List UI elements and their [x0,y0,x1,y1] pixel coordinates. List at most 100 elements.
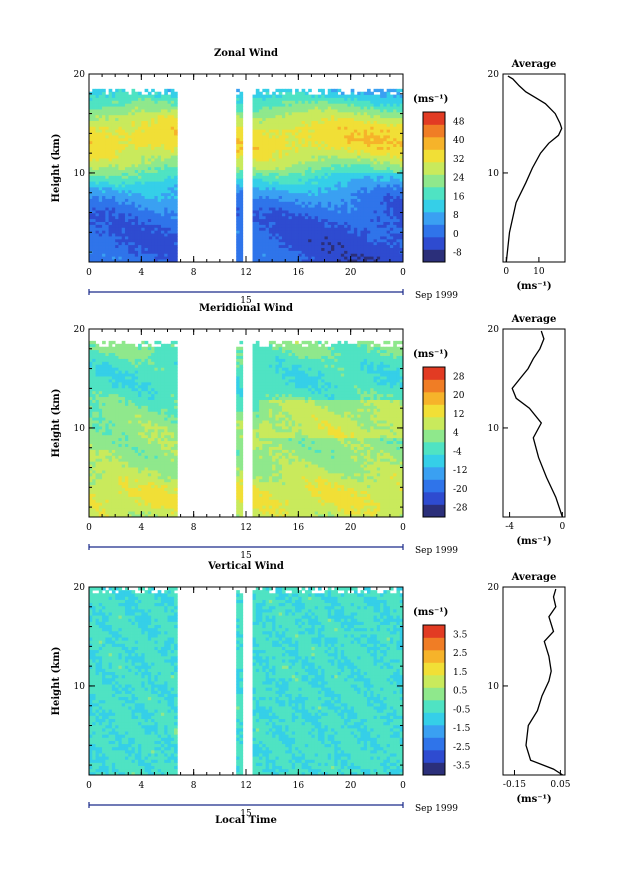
heatmap-cell [262,97,267,101]
heatmap-cell [334,172,338,176]
heatmap-cell [141,184,145,188]
heatmap-cell [295,100,299,104]
heatmap-cell [334,189,338,194]
heatmap-cell [121,117,126,121]
heatmap-cell [124,212,129,217]
heatmap-cell [327,241,332,246]
heatmap-cell [92,244,96,248]
heatmap-cell [363,189,368,194]
heatmap-cell [92,343,96,348]
heatmap-cell [105,496,110,500]
heatmap-cell [252,256,257,260]
heatmap-cell [105,143,110,147]
heatmap-cell [295,117,299,121]
heatmap-cell [321,233,325,237]
heatmap-cell [281,195,286,199]
heatmap-cell [396,247,401,251]
heatmap-cell [275,166,280,171]
heatmap-cell [344,123,348,127]
heatmap-cell [92,434,96,439]
heatmap-cell [314,253,319,257]
heatmap-cell [321,155,325,159]
heatmap-cell [370,135,374,139]
heatmap-cell [373,247,378,251]
heatmap-cell [272,236,276,240]
heatmap-cell [118,146,123,150]
heatmap-cell [92,224,96,228]
heatmap-cell [344,135,348,139]
heatmap-cell [353,172,358,176]
heatmap-cell [255,224,260,228]
heatmap-cell [89,484,93,489]
heatmap-cell [393,204,397,208]
heatmap-cell [147,215,152,220]
heatmap-cell [288,114,293,119]
heatmap-cell [304,207,309,211]
heatmap-cell [389,120,394,124]
heatmap-cell [383,166,388,171]
heatmap-cell [102,192,106,197]
heatmap-cell [157,103,162,107]
heatmap-cell [373,198,378,202]
heatmap-cell [383,244,388,248]
heatmap-cell [89,100,93,104]
heatmap-cell [331,163,335,168]
heatmap-cell [295,155,299,159]
heatmap-cell [308,215,312,220]
heatmap-cell [259,103,263,107]
heatmap-cell [281,189,286,194]
heatmap-cell [170,175,175,179]
heatmap-cell [147,244,152,248]
heatmap-cell [92,467,96,471]
heatmap-cell [370,227,374,231]
heatmap-cell [304,178,309,182]
heatmap-cell [124,204,129,208]
heatmap-cell [380,198,384,202]
heatmap-cell [95,455,100,459]
heatmap-cell [164,186,168,191]
heatmap-cell [327,192,332,197]
heatmap-cell [144,132,149,136]
heatmap-cell [265,160,270,165]
heatmap-cell [291,109,296,113]
heatmap-cell [275,152,280,156]
heatmap-cell [170,178,175,182]
heatmap-cell [252,178,257,182]
heatmap-cell [393,160,397,165]
heatmap-cell [138,233,142,237]
heatmap-cell [262,178,267,182]
heatmap-cell [236,244,240,248]
heatmap-cell [304,137,309,142]
heatmap-cell [98,440,103,445]
heatmap-cell [170,224,175,228]
heatmap-cell [344,244,348,248]
heatmap-cell [380,88,384,93]
heatmap-cell [344,238,348,243]
heatmap-cell [115,126,119,130]
heatmap-cell [174,227,178,231]
heatmap-cell [144,126,149,130]
heatmap-cell [124,140,129,145]
heatmap-cell [92,192,96,197]
heatmap-cell [331,106,335,110]
heatmap-cell [353,103,358,107]
heatmap-cell [383,221,388,225]
heatmap-cell [331,198,335,202]
colorbar-swatch [423,249,445,263]
heatmap-cell [98,160,103,165]
heatmap-cell [134,259,139,263]
heatmap-cell [262,140,267,145]
heatmap-cell [154,230,159,234]
heatmap-cell [344,253,348,257]
heatmap-cell [259,250,263,254]
heatmap-cell [164,111,168,116]
heatmap-cell [393,149,397,153]
heatmap-cell [281,207,286,211]
heatmap-cell [170,140,175,145]
heatmap-cell [350,109,355,113]
heatmap-cell [357,215,361,220]
heatmap-cell [373,244,378,248]
heatmap-cell [108,499,113,503]
heatmap-cell [121,178,126,182]
heatmap-cell [363,241,368,246]
